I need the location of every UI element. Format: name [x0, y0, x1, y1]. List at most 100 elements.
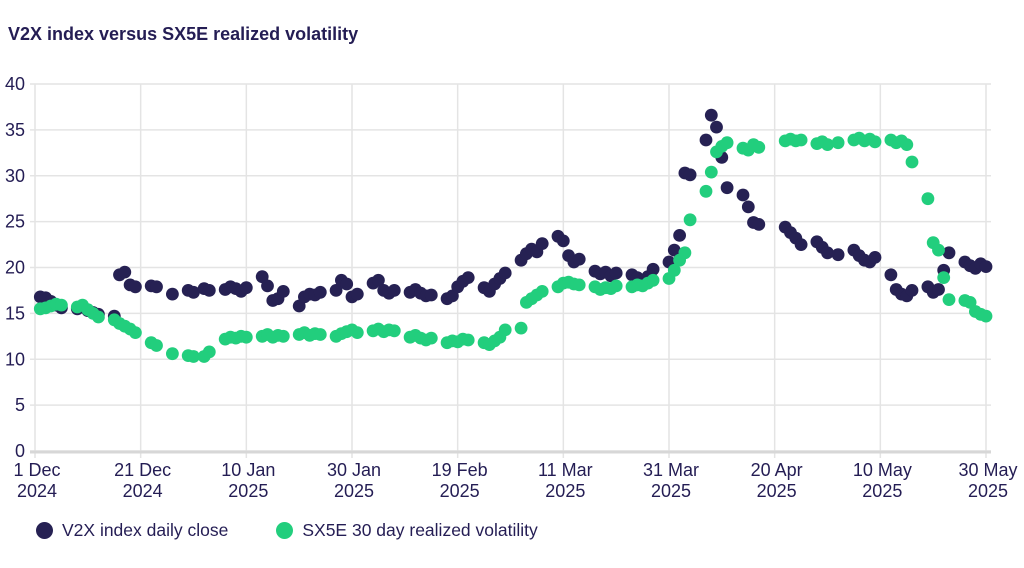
x-tick-label: 21 Dec: [114, 460, 171, 480]
data-point-v2x: [340, 277, 354, 291]
data-point-v2x: [979, 260, 993, 273]
x-tick-year-label: 2025: [334, 481, 374, 501]
x-tick-label: 1 Dec: [13, 460, 60, 480]
data-point-sx5e: [905, 155, 919, 169]
legend-marker-v2x-icon: [36, 522, 53, 539]
data-point-sx5e: [921, 192, 935, 206]
data-point-v2x: [609, 266, 623, 280]
data-point-v2x: [831, 248, 845, 262]
data-point-v2x: [699, 133, 713, 147]
data-point-sx5e: [166, 347, 179, 361]
legend-item-sx5e: SX5E 30 day realized volatility: [276, 520, 538, 541]
x-tick-year-label: 2025: [968, 481, 1008, 501]
data-point-v2x: [150, 280, 163, 294]
data-point-sx5e: [720, 136, 734, 150]
data-point-v2x: [710, 120, 723, 134]
data-point-sx5e: [937, 271, 951, 284]
data-point-v2x: [461, 271, 475, 284]
data-point-sx5e: [92, 310, 105, 324]
data-point-v2x: [556, 234, 570, 248]
data-point-v2x: [646, 262, 660, 276]
data-point-sx5e: [276, 329, 290, 343]
y-tick-label: 0: [15, 441, 25, 461]
data-point-v2x: [129, 280, 142, 294]
data-point-sx5e: [239, 330, 253, 344]
data-point-v2x: [372, 273, 385, 287]
data-point-v2x: [884, 268, 898, 282]
data-point-sx5e: [609, 279, 623, 293]
x-tick-year-label: 2025: [757, 481, 797, 501]
data-point-v2x: [667, 243, 681, 257]
y-tick-label: 40: [5, 74, 25, 94]
data-point-sx5e: [424, 331, 438, 345]
data-point-v2x: [118, 265, 132, 279]
x-tick-year-label: 2025: [862, 481, 902, 501]
data-point-sx5e: [572, 278, 586, 292]
data-point-sx5e: [646, 273, 660, 287]
x-tick-year-label: 2024: [17, 481, 57, 501]
data-point-sx5e: [387, 324, 401, 338]
y-tick-label: 30: [5, 166, 25, 186]
x-tick-year-label: 2025: [440, 481, 480, 501]
x-tick-label: 30 Jan: [327, 460, 381, 480]
data-point-sx5e: [150, 339, 163, 352]
data-point-sx5e: [699, 184, 713, 198]
x-tick-label: 30 May: [958, 460, 1017, 480]
data-point-sx5e: [350, 326, 364, 339]
y-tick-label: 15: [5, 303, 25, 323]
legend-item-v2x: V2X index daily close: [36, 520, 228, 541]
x-tick-label: 10 Jan: [221, 460, 275, 480]
data-point-sx5e: [752, 140, 766, 154]
data-point-v2x: [794, 238, 808, 252]
data-point-v2x: [498, 266, 512, 280]
data-point-sx5e: [514, 321, 528, 335]
data-point-sx5e: [667, 263, 681, 277]
data-point-v2x: [313, 285, 327, 299]
data-point-sx5e: [683, 213, 697, 227]
data-point-sx5e: [535, 285, 549, 298]
data-point-v2x: [932, 283, 945, 296]
data-point-v2x: [166, 287, 179, 301]
data-point-v2x: [276, 285, 290, 298]
data-point-v2x: [202, 284, 216, 297]
data-point-v2x: [741, 200, 755, 214]
data-point-sx5e: [831, 136, 845, 150]
legend-marker-sx5e-icon: [276, 522, 294, 539]
data-point-v2x: [942, 246, 956, 260]
data-point-v2x: [387, 284, 401, 297]
data-point-sx5e: [704, 165, 718, 179]
x-tick-year-label: 2025: [545, 481, 585, 501]
legend-label-v2x: V2X index daily close: [62, 520, 229, 540]
data-point-v2x: [673, 229, 686, 242]
chart-legend: V2X index daily close SX5E 30 day realiz…: [36, 520, 538, 541]
data-point-v2x: [720, 181, 734, 195]
legend-label-sx5e: SX5E 30 day realized volatility: [302, 520, 538, 540]
data-point-v2x: [535, 237, 549, 251]
data-point-sx5e: [932, 243, 945, 257]
data-point-sx5e: [313, 328, 327, 341]
data-point-v2x: [905, 284, 919, 297]
data-point-v2x: [821, 246, 834, 260]
data-point-sx5e: [821, 138, 834, 152]
chart-title: V2X index versus SX5E realized volatilit…: [8, 24, 359, 44]
data-point-sx5e: [900, 138, 914, 152]
data-point-sx5e: [187, 350, 200, 363]
x-tick-label: 11 Mar: [538, 460, 593, 480]
data-point-v2x: [329, 284, 343, 297]
data-point-v2x: [572, 252, 586, 266]
y-tick-label: 5: [15, 395, 25, 415]
data-point-v2x: [736, 188, 750, 202]
y-tick-label: 20: [5, 258, 25, 278]
data-point-v2x: [424, 288, 438, 302]
data-point-sx5e: [979, 309, 993, 323]
data-point-sx5e: [868, 135, 882, 149]
data-point-v2x: [350, 287, 364, 301]
x-tick-label: 31 Mar: [643, 460, 699, 480]
data-point-sx5e: [678, 246, 692, 260]
data-point-v2x: [239, 281, 253, 295]
data-point-sx5e: [55, 298, 68, 312]
x-tick-year-label: 2025: [228, 481, 268, 501]
data-point-v2x: [187, 285, 200, 299]
data-point-v2x: [683, 168, 697, 182]
